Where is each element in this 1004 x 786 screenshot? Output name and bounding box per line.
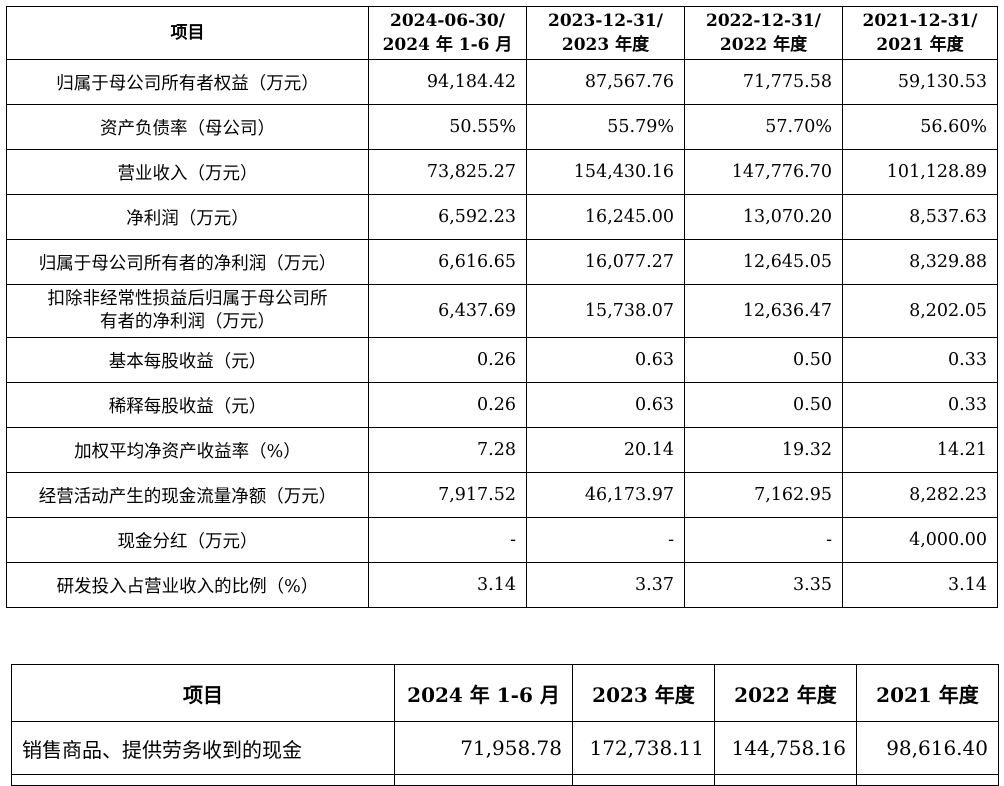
cell-value: 144,758.16 [714,721,857,775]
cell-value: 3.35 [684,562,843,608]
cell-value: 0.26 [368,382,527,428]
table-row: 销售商品、提供劳务收到的现金 71,958.78 172,738.11 144,… [11,721,999,775]
cell-value: 19.32 [684,427,843,473]
cell-value: 0.50 [684,382,843,428]
cell-value: 3.14 [368,562,527,608]
cell-value: 154,430.16 [526,149,685,195]
cell-value: 0.50 [684,337,843,383]
header-item: 项目 [6,6,369,60]
table-row-cutoff [11,774,999,786]
header-2021: 2021 年度 [856,664,999,722]
cell-value: 7.28 [368,427,527,473]
table-row: 营业收入（万元） 73,825.27 154,430.16 147,776.70… [6,149,998,195]
table-row: 归属于母公司所有者权益（万元） 94,184.42 87,567.76 71,7… [6,59,998,105]
header-2024h1: 2024 年 1-6 月 [394,664,573,722]
cell-value: 59,130.53 [842,59,998,105]
cell-value: 15,738.07 [526,284,685,338]
cell-value: 16,077.27 [526,239,685,285]
cell-value: 0.26 [368,337,527,383]
header-2023: 2023 年度 [572,664,715,722]
table-row: 基本每股收益（元） 0.26 0.63 0.50 0.33 [6,337,998,383]
row-label: 归属于母公司所有者权益（万元） [6,59,369,105]
header-2024h1: 2024-06-30/2024 年 1-6 月 [368,6,527,60]
cell-value: 8,282.23 [842,472,998,518]
table-header-row: 项目 2024-06-30/2024 年 1-6 月 2023-12-31/20… [6,6,998,60]
cell-value: 46,173.97 [526,472,685,518]
cell-value: 73,825.27 [368,149,527,195]
cell-value: 14.21 [842,427,998,473]
row-label: 营业收入（万元） [6,149,369,195]
cash-flow-table: 项目 2024 年 1-6 月 2023 年度 2022 年度 2021 年度 … [11,664,999,786]
row-label: 销售商品、提供劳务收到的现金 [11,721,395,775]
cell-value: 94,184.42 [368,59,527,105]
row-label: 加权平均净资产收益率（%） [6,427,369,473]
cell-value: 3.14 [842,562,998,608]
cell-value: - [368,517,527,563]
row-label: 研发投入占营业收入的比例（%） [6,562,369,608]
cell-value: 12,636.47 [684,284,843,338]
cell-value: 101,128.89 [842,149,998,195]
cell-value: 55.79% [526,104,685,150]
cell-value: 8,537.63 [842,194,998,240]
financial-summary-table: 项目 2024-06-30/2024 年 1-6 月 2023-12-31/20… [6,6,998,608]
table-row: 加权平均净资产收益率（%） 7.28 20.14 19.32 14.21 [6,427,998,473]
row-label: 经营活动产生的现金流量净额（万元） [6,472,369,518]
cell-value: 7,162.95 [684,472,843,518]
cell-value: 8,202.05 [842,284,998,338]
cell-value: 16,245.00 [526,194,685,240]
cell-value: 50.55% [368,104,527,150]
row-label: 归属于母公司所有者的净利润（万元） [6,239,369,285]
cell-value: 20.14 [526,427,685,473]
cell-value: 87,567.76 [526,59,685,105]
table-row: 净利润（万元） 6,592.23 16,245.00 13,070.20 8,5… [6,194,998,240]
row-label: 稀释每股收益（元） [6,382,369,428]
cell-value: - [526,517,685,563]
cell-value: 3.37 [526,562,685,608]
row-label: 基本每股收益（元） [6,337,369,383]
table-row: 研发投入占营业收入的比例（%） 3.14 3.37 3.35 3.14 [6,562,998,608]
row-label: 资产负债率（母公司） [6,104,369,150]
cell-value: 6,437.69 [368,284,527,338]
cell-value: 4,000.00 [842,517,998,563]
cell-value: 0.33 [842,337,998,383]
row-label: 净利润（万元） [6,194,369,240]
table-header-row: 项目 2024 年 1-6 月 2023 年度 2022 年度 2021 年度 [11,664,999,722]
header-2022: 2022 年度 [714,664,857,722]
cell-value: 0.63 [526,382,685,428]
header-2023: 2023-12-31/2023 年度 [526,6,685,60]
header-2022: 2022-12-31/2022 年度 [684,6,843,60]
table-row: 归属于母公司所有者的净利润（万元） 6,616.65 16,077.27 12,… [6,239,998,285]
row-label: 现金分红（万元） [6,517,369,563]
cell-value: 147,776.70 [684,149,843,195]
cell-value: 71,775.58 [684,59,843,105]
cell-value: 13,070.20 [684,194,843,240]
table-row: 扣除非经常性损益后归属于母公司所 有者的净利润（万元） 6,437.69 15,7… [6,284,998,338]
header-item: 项目 [11,664,395,722]
table-row: 资产负债率（母公司） 50.55% 55.79% 57.70% 56.60% [6,104,998,150]
cell-value: 6,616.65 [368,239,527,285]
cell-value: 172,738.11 [572,721,715,775]
cell-value: 56.60% [842,104,998,150]
cell-value: 0.33 [842,382,998,428]
table-row: 现金分红（万元） - - - 4,000.00 [6,517,998,563]
cell-value: 7,917.52 [368,472,527,518]
cell-value: 8,329.88 [842,239,998,285]
header-2021: 2021-12-31/2021 年度 [842,6,998,60]
cell-value: 71,958.78 [394,721,573,775]
row-label: 扣除非经常性损益后归属于母公司所 有者的净利润（万元） [6,284,369,338]
cell-value: 12,645.05 [684,239,843,285]
cell-value: - [684,517,843,563]
cell-value: 0.63 [526,337,685,383]
cell-value: 57.70% [684,104,843,150]
table-row: 经营活动产生的现金流量净额（万元） 7,917.52 46,173.97 7,1… [6,472,998,518]
cell-value: 98,616.40 [856,721,999,775]
table-row: 稀释每股收益（元） 0.26 0.63 0.50 0.33 [6,382,998,428]
cell-value: 6,592.23 [368,194,527,240]
